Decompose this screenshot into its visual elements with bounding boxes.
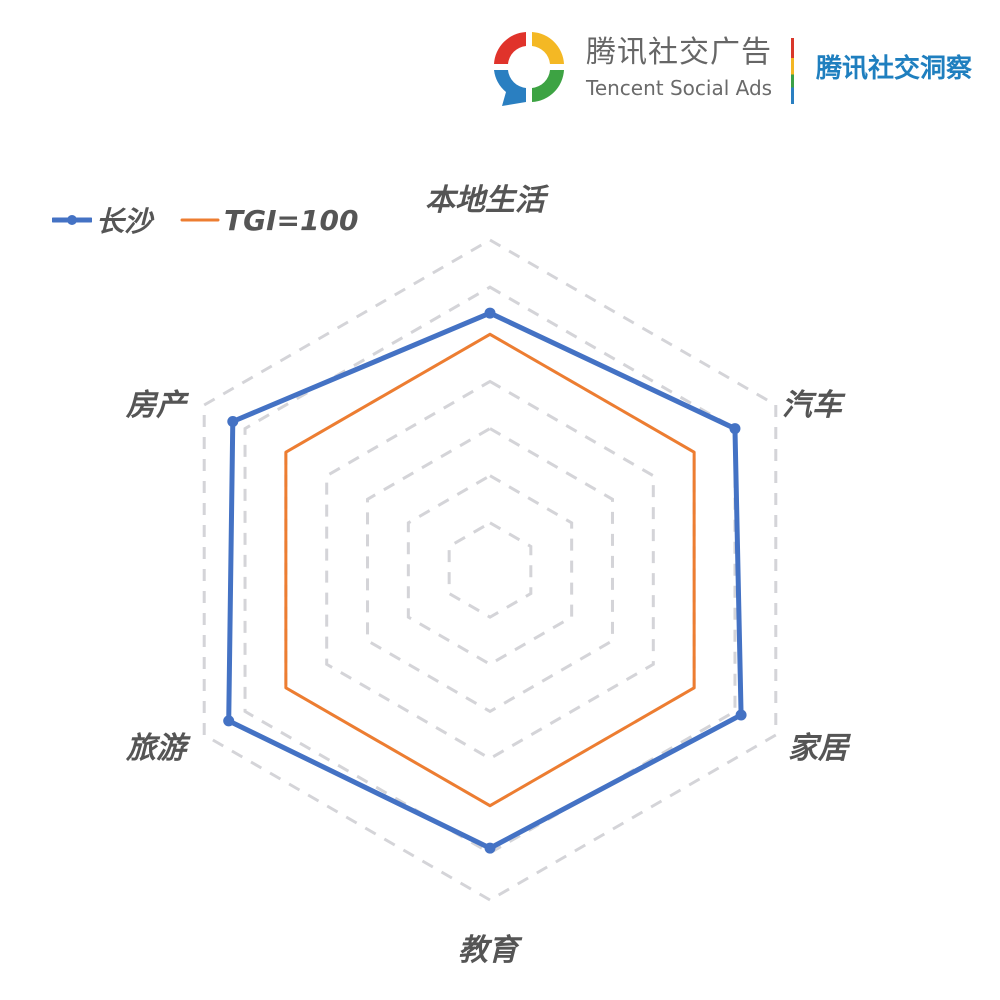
legend-item-tgi: TGI=100	[180, 204, 358, 237]
axis-label: 旅游	[126, 731, 186, 766]
grid-ring	[202, 238, 778, 902]
data-point[interactable]	[729, 423, 741, 435]
data-point[interactable]	[227, 416, 239, 427]
grid-ring	[366, 426, 614, 714]
data-point[interactable]	[223, 715, 235, 727]
series-tgi-line	[284, 332, 696, 808]
data-point[interactable]	[484, 842, 496, 854]
series-changsha-line	[226, 310, 744, 851]
grid-ring	[284, 332, 696, 808]
chart-legend: 长沙 TGI=100	[52, 200, 386, 240]
grid-ring	[325, 379, 655, 761]
axis-label: 教育	[458, 933, 518, 968]
legend-line-icon	[180, 218, 220, 222]
grid-ring	[406, 473, 574, 667]
brand-name-cn: 腾讯社交广告	[586, 35, 772, 70]
brand-header: 腾讯社交广告 Tencent Social Ads 腾讯社交洞察	[486, 26, 996, 108]
brand-name-en: Tencent Social Ads	[586, 76, 773, 100]
insight-title: 腾讯社交洞察	[816, 54, 973, 84]
tencent-social-ads-logo-icon	[494, 32, 564, 106]
legend-item-changsha: 长沙	[52, 200, 152, 240]
legend-line-dot-icon	[52, 215, 92, 225]
axis-label: 本地生活	[425, 183, 545, 218]
legend-label: TGI=100	[224, 203, 359, 237]
legend-label: 长沙	[96, 205, 153, 238]
header-divider	[791, 38, 794, 104]
grid-ring	[447, 521, 533, 619]
grid-ring	[243, 285, 737, 855]
axis-label: 汽车	[782, 388, 842, 423]
data-point[interactable]	[484, 307, 496, 319]
axis-label: 家居	[788, 731, 848, 766]
axis-label: 房产	[126, 388, 186, 423]
data-point[interactable]	[735, 709, 747, 721]
